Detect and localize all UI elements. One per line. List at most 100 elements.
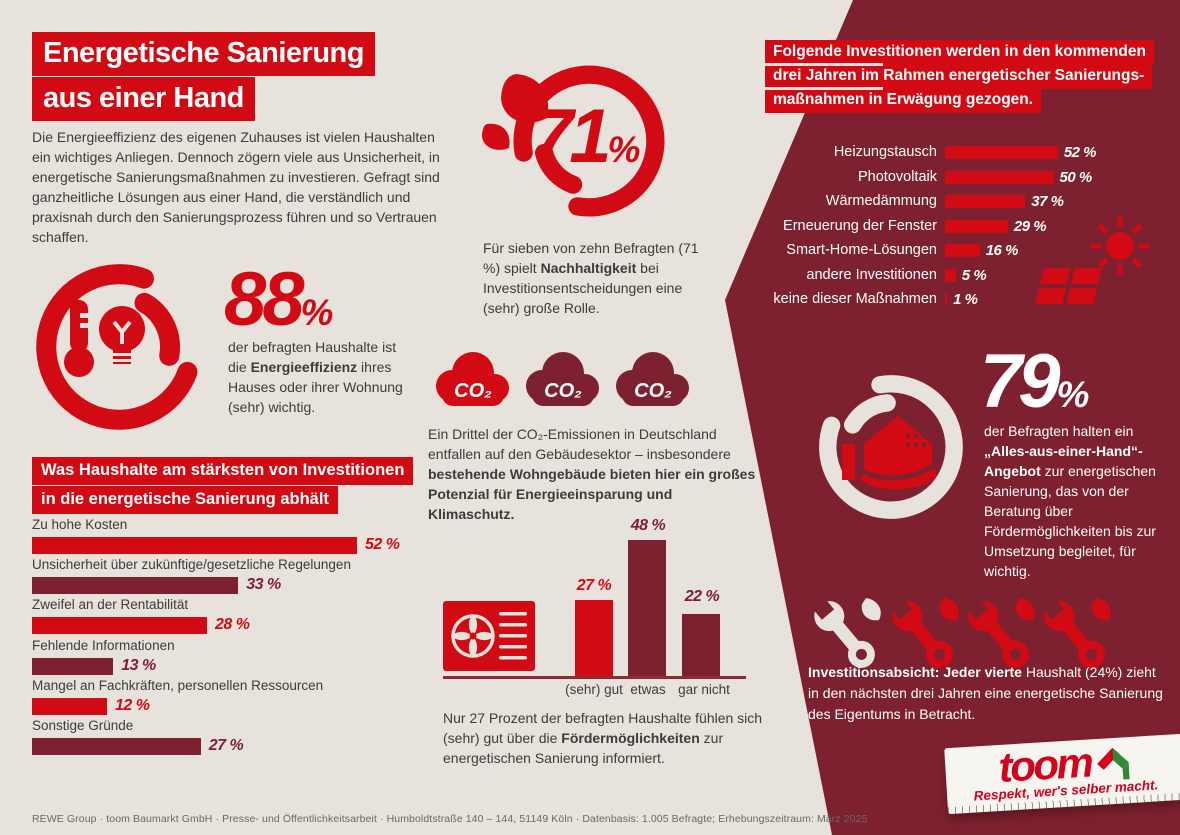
investments-row-label: andere Investitionen <box>806 267 937 283</box>
investments-row-value: 16 % <box>985 241 1019 259</box>
toom-logo: toom <box>944 734 1180 793</box>
stat-71-caption-pre: Für sieben von zehn Befragten (71 %) spi… <box>483 240 699 277</box>
barriers-row-bar <box>32 697 107 715</box>
investments-row: Smart-Home-Lösungen 16 % <box>765 241 1019 259</box>
thermometer-lightbulb-icon <box>64 300 145 377</box>
funding-bar-sehr-gut <box>575 600 613 677</box>
barriers-row-bar <box>32 576 239 594</box>
co2-cloud-icon: CO₂ <box>436 352 509 406</box>
barriers-heading-line2: in die energetische Sanierung abhält <box>32 486 338 514</box>
barriers-row: Unsicherheit über zukünftige/gesetzliche… <box>32 557 452 594</box>
investments-row-bar <box>945 170 1054 184</box>
funding-value-sehr-gut: 27 % <box>576 577 612 594</box>
investments-row: Heizungstausch 52 % <box>765 144 1097 161</box>
stat-88-caption-bold: Energieeffizienz <box>250 359 358 376</box>
barriers-row-value: 12 % <box>115 697 150 714</box>
investments-heading-line2: drei Jahren im Rahmen energetischer Sani… <box>765 64 1153 89</box>
stat-88-caption-post: ihres Hauses oder ihrer Wohnung (sehr) w… <box>228 359 403 416</box>
investments-row: Wärmedämmung 37 % <box>765 192 1064 210</box>
barriers-row-label: Zu hohe Kosten <box>32 517 128 532</box>
funding-caption-pre: Nur 27 Prozent der befragten Haushalte f… <box>443 710 763 747</box>
funding-caption: Nur 27 Prozent der befragten Haushalte f… <box>443 708 768 768</box>
barriers-heading-line1: Was Haushalte am stärksten von Investiti… <box>32 457 414 485</box>
barriers-row-label: Zweifel an der Rentabilität <box>32 597 189 612</box>
wrench-leaf-icon <box>961 594 1035 668</box>
investments-row-label: Wärmedämmung <box>825 193 937 209</box>
funding-chart <box>560 539 750 677</box>
barriers-row-bar <box>32 657 114 675</box>
barriers-row-value: 28 % <box>215 616 250 633</box>
wrench-leaf-icon <box>885 594 959 668</box>
co2-cloud-label: CO₂ <box>454 380 492 402</box>
intro-paragraph: Die Energieeffizienz des eigenen Zuhause… <box>32 129 440 246</box>
investments-row-bar <box>945 219 1008 233</box>
barriers-row-value: 27 % <box>208 737 244 754</box>
intent-caption-rest: Haushalt (24%) zieht in den nächsten dre… <box>808 664 1163 722</box>
lightbulb-icon <box>99 306 145 364</box>
co2-caption-pre: Ein Drittel der CO₂-Emissionen in Deutsc… <box>428 426 731 463</box>
investments-heading-line1: Folgende Investitionen werden in den kom… <box>765 40 1154 65</box>
barriers-row-label: Mangel an Fachkräften, personellen Resso… <box>32 678 324 693</box>
funding-xlabel-etwas: etwas <box>630 682 666 697</box>
investments-heading-2: drei Jahren im Rahmen energetischer Sani… <box>765 64 1153 89</box>
stat-79-value: 79 <box>980 339 1061 424</box>
co2-cloud-label: CO₂ <box>634 380 672 402</box>
investments-row-bar <box>945 292 948 306</box>
barriers-row-bar <box>32 536 357 554</box>
barriers-row: Zweifel an der Rentabilität 28 % <box>32 597 452 634</box>
wrench-leaf-icon <box>1037 594 1111 668</box>
investments-row-label: Heizungstausch <box>833 144 937 160</box>
investments-row-label: Photovoltaik <box>858 169 937 185</box>
funding-chart-axis <box>443 676 746 679</box>
stat-71-number: 71% <box>531 99 641 175</box>
page-title-line2: aus einer Hand <box>32 77 255 121</box>
wrench-leaf-icon <box>807 594 881 668</box>
co2-caption: Ein Drittel der CO₂-Emissionen in Deutsc… <box>428 424 760 524</box>
ruler-logo: toom Respekt, wer's selber macht. <box>944 733 1180 815</box>
intent-caption-bold: Investitionsabsicht: Jeder vierte <box>808 664 1026 680</box>
barriers-row-value: 13 % <box>121 657 156 674</box>
heat-pump-icon <box>443 601 535 671</box>
funding-value-gar-nicht: 22 % <box>684 588 720 605</box>
barriers-row-bar <box>32 616 207 634</box>
funding-caption-post: zur energetischen Sanierung informiert. <box>443 730 724 767</box>
page-title-2: aus einer Hand <box>32 77 255 121</box>
funding-value-etwas: 48 % <box>630 517 666 534</box>
solar-panel-icon <box>1035 268 1102 304</box>
investments-row-value: 50 % <box>1059 168 1093 186</box>
barriers-heading-2: in die energetische Sanierung abhält <box>32 486 338 514</box>
page-title: Energetische Sanierung <box>32 32 375 76</box>
heading-accent-line <box>765 87 883 90</box>
barriers-row-label: Fehlende Informationen <box>32 638 175 653</box>
funding-bar-gar-nicht <box>682 614 720 677</box>
toom-house-icon <box>1096 747 1130 780</box>
investments-heading-3: maßnahmen in Erwägung gezogen. <box>765 88 1042 113</box>
investments-row-bar <box>945 268 956 282</box>
barriers-row-value: 33 % <box>246 576 281 593</box>
stat-79-unit: % <box>1056 374 1090 415</box>
funding-xlabel-sehr-gut: (sehr) gut <box>565 682 623 697</box>
investments-row-value: 5 % <box>961 266 987 284</box>
investments-row-value: 1 % <box>953 290 978 308</box>
stat-88-caption: der befragten Haushalte ist die Energiee… <box>228 337 413 417</box>
investments-row-value: 37 % <box>1031 192 1064 210</box>
stat-79-caption: der Befragten halten ein „Alles-aus-eine… <box>984 421 1180 581</box>
investments-row: andere Investitionen 5 % <box>765 266 987 284</box>
stat-71-value: 71 <box>531 94 612 179</box>
stat-88-unit: % <box>300 292 334 333</box>
sun-icon <box>1091 217 1149 275</box>
investments-row-label: keine dieser Maßnahmen <box>773 291 937 307</box>
funding-xlabel-gar-nicht: gar nicht <box>678 682 730 697</box>
barriers-row-value: 52 % <box>365 536 400 553</box>
investments-row-bar <box>945 194 1026 208</box>
house-hand-icon <box>842 416 938 490</box>
stat-88-value: 88 <box>224 257 305 342</box>
barriers-row-label: Sonstige Gründe <box>32 718 134 733</box>
stat-71-unit: % <box>607 129 641 170</box>
investments-row-value: 29 % <box>1013 217 1047 235</box>
investments-row: Erneuerung der Fenster 29 % <box>765 217 1047 235</box>
barriers-row: Mangel an Fachkräften, personellen Resso… <box>32 678 452 715</box>
stat-71-caption-bold: Nachhaltigkeit <box>540 260 637 277</box>
stat-71-caption: Für sieben von zehn Befragten (71 %) spi… <box>483 238 707 318</box>
